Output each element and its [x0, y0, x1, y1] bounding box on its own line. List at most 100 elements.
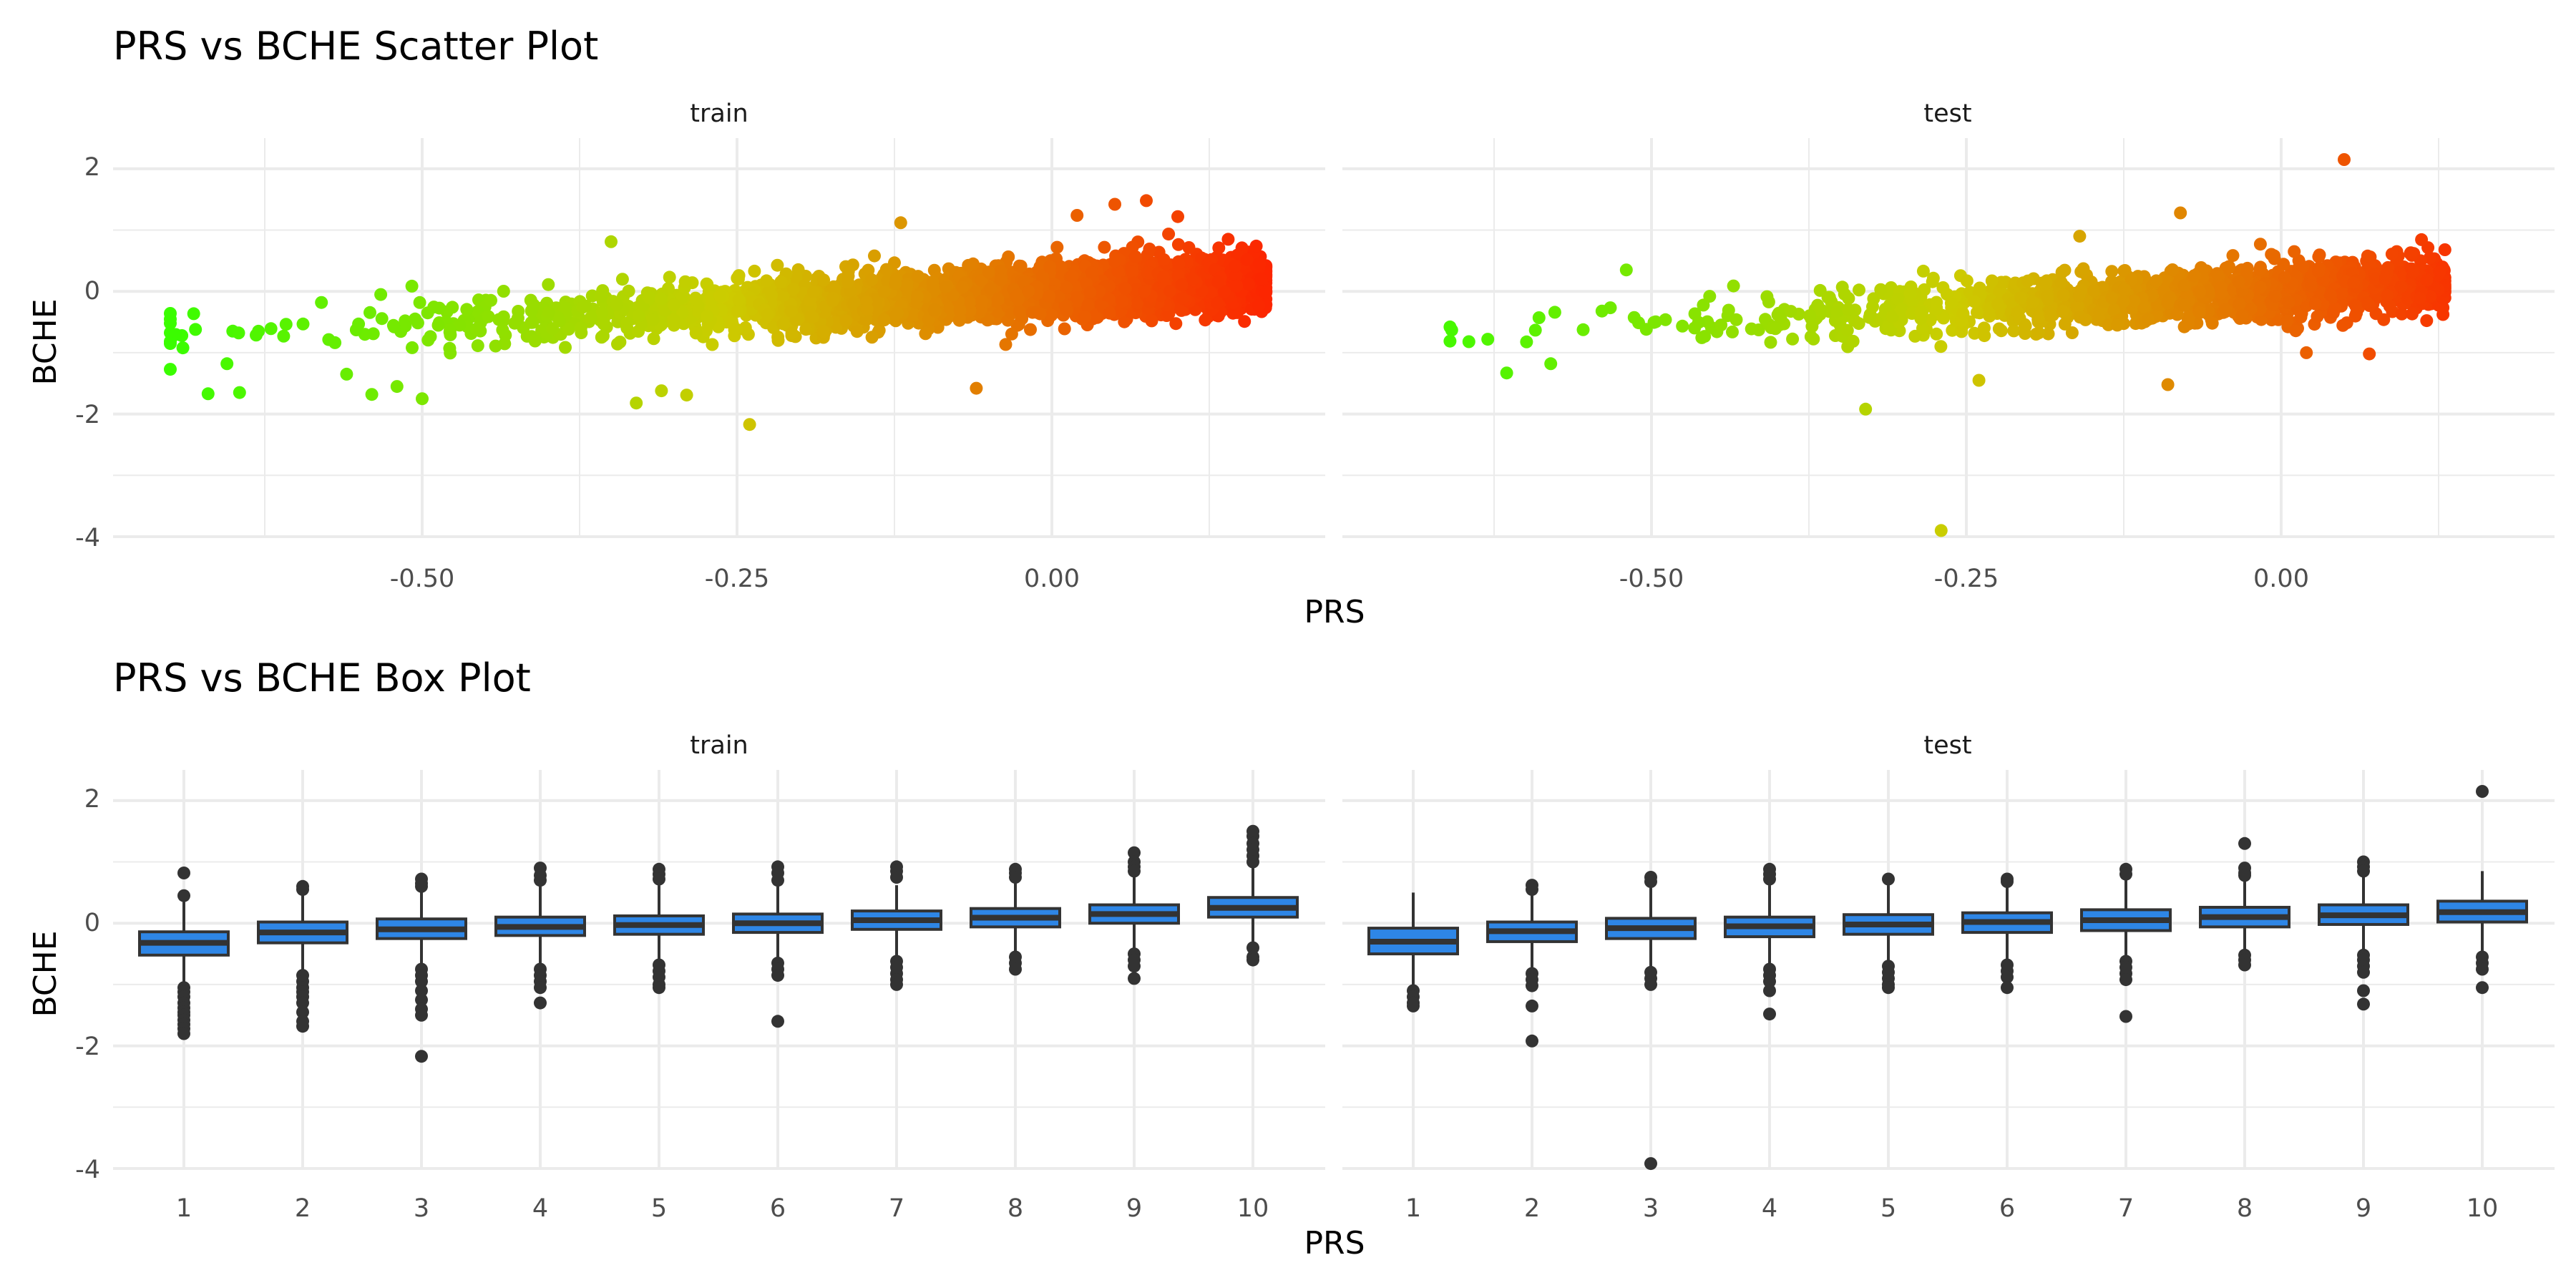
scatter-point [528, 334, 542, 348]
scatter-point [1916, 321, 1929, 335]
y-tick-label: 2 [84, 785, 100, 814]
scatter-point [552, 314, 566, 328]
scatter-point [806, 285, 820, 298]
scatter-point [460, 303, 474, 316]
scatter-point [2214, 280, 2228, 294]
scatter-point [911, 290, 924, 303]
outlier-point [1128, 864, 1141, 878]
scatter-point [1846, 334, 1860, 348]
outlier-point [1882, 872, 1895, 886]
scatter-point [2294, 311, 2308, 324]
scatter-point [2361, 296, 2374, 310]
scatter-point [2268, 252, 2281, 265]
scatter-point [1595, 304, 1609, 318]
box-4 [494, 862, 586, 1010]
scatter-point [2177, 298, 2191, 312]
outlier-point [2001, 970, 2014, 984]
scatter-point [1698, 330, 1712, 343]
scatter-point [413, 296, 426, 309]
scatter-point [2282, 296, 2296, 309]
scatter-point [2308, 297, 2322, 311]
scatter-point [1126, 265, 1139, 279]
outlier-point [1763, 975, 1776, 988]
scatter-point [220, 357, 234, 371]
outlier-point [2357, 864, 2370, 878]
scatter-point [760, 274, 774, 288]
scatter-point [2406, 307, 2419, 321]
scatter-point [1212, 241, 1226, 255]
scatter-point [431, 318, 445, 332]
scatter-point [1771, 308, 1785, 322]
outlier-point [1526, 999, 1538, 1013]
scatter-point [409, 312, 422, 326]
y-tick-label: 0 [84, 277, 100, 306]
scatter-point [869, 301, 883, 315]
facet-label-test: test [1923, 99, 1971, 128]
scatter-point [1240, 253, 1254, 266]
scatter-point [2420, 314, 2434, 328]
scatter-point [1229, 259, 1242, 273]
facet-label-train: train [690, 99, 748, 128]
scatter-point [187, 307, 200, 321]
y-tick-label: -2 [75, 401, 100, 429]
scatter-point [1443, 320, 1457, 333]
scatter-point [349, 323, 363, 336]
scatter-point [2166, 263, 2180, 276]
scatter-point [2127, 294, 2141, 308]
scatter-point [1050, 240, 1064, 254]
scatter-point [975, 274, 988, 287]
scatter-point [2007, 324, 2021, 338]
scatter-point [1065, 270, 1079, 283]
scatter-point [667, 313, 680, 326]
scatter-point [1500, 366, 1513, 380]
scatter-point [527, 299, 540, 313]
scatter-point [1714, 318, 1728, 332]
scatter-point [2253, 238, 2267, 251]
scatter-point [2039, 275, 2053, 289]
box-6 [1961, 872, 2053, 995]
scatter-point [713, 289, 727, 303]
scatter-point [2336, 318, 2350, 332]
scatter-point [296, 317, 310, 331]
outlier-point [296, 1005, 309, 1019]
box-8 [970, 862, 1061, 976]
box-5 [613, 862, 705, 995]
scatter-point [2268, 290, 2282, 303]
scatter-point [264, 322, 278, 336]
scatter-point [675, 306, 689, 319]
scatter-point [2110, 318, 2124, 332]
scatter-point [1619, 263, 1633, 277]
scatter-point [610, 298, 623, 311]
scatter-point [340, 367, 353, 381]
scatter-point [1085, 265, 1098, 279]
scatter-point [375, 312, 389, 326]
scatter-point [1070, 209, 1084, 222]
scatter-point [1002, 250, 1015, 263]
scatter-point [1143, 243, 1156, 255]
scatter-point [2404, 246, 2417, 260]
scatter-y-axis-title: BCHE [27, 298, 64, 385]
scatter-point [1703, 290, 1717, 303]
scatter-point [1762, 295, 1775, 308]
outlier-point [2476, 981, 2489, 995]
outlier-point [534, 874, 547, 887]
scatter-point [1157, 270, 1171, 283]
outlier-point [2001, 875, 2014, 888]
scatter-y-axis: 2 0 -2 -4 [75, 153, 100, 552]
scatter-point [865, 331, 879, 344]
scatter-point [2280, 314, 2294, 328]
scatter-point [2311, 310, 2324, 323]
scatter-point [1033, 307, 1047, 321]
scatter-point [1238, 315, 1252, 328]
scatter-point [2124, 273, 2138, 286]
scatter-point [1182, 241, 1196, 254]
scatter-point [1627, 311, 1641, 324]
box-plot-title: PRS vs BCHE Box Plot [113, 655, 531, 701]
scatter-point [189, 323, 203, 336]
scatter-point [2289, 324, 2303, 338]
scatter-point [315, 296, 328, 309]
scatter-point [2288, 245, 2301, 258]
scatter-point [405, 279, 419, 293]
scatter-point [1481, 333, 1495, 346]
scatter-point [2312, 250, 2326, 263]
